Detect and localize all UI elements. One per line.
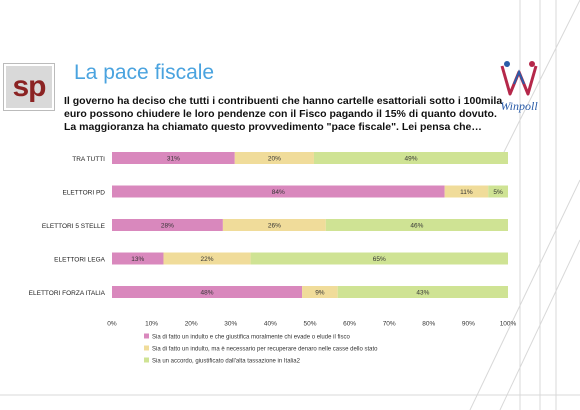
bar-segment	[112, 252, 164, 265]
category-label: ELETTORI PD	[62, 190, 105, 197]
bar-segment	[302, 286, 338, 298]
x-tick-label: 40%	[264, 321, 277, 328]
category-label: ELETTORI FORZA ITALIA	[29, 290, 106, 297]
bar-segment	[313, 152, 508, 164]
data-label: 48%	[201, 290, 214, 297]
legend-label: Sia di fatto un indulto e che giustifica…	[152, 335, 350, 341]
data-label: 65%	[373, 256, 386, 263]
data-label: 84%	[272, 189, 285, 196]
bar-segment	[112, 219, 223, 231]
sp-logo-text: sp	[12, 70, 46, 103]
data-label: 5%	[493, 189, 503, 196]
legend-swatch	[144, 357, 149, 363]
winpoll-logo-text: Winpoll	[500, 99, 538, 113]
data-label: 31%	[167, 156, 180, 163]
bar-segment	[444, 185, 489, 198]
x-tick-label: 30%	[224, 321, 237, 328]
data-label: 26%	[268, 223, 281, 230]
x-tick-label: 60%	[343, 321, 356, 328]
data-label: 43%	[416, 290, 429, 297]
legend-swatch	[144, 333, 149, 339]
data-label: 49%	[404, 156, 417, 163]
bar-segment	[163, 252, 251, 265]
x-tick-label: 90%	[462, 321, 475, 328]
x-tick-label: 50%	[303, 321, 316, 328]
x-tick-label: 80%	[422, 321, 435, 328]
bar-segment	[112, 286, 303, 298]
x-tick-label: 20%	[185, 321, 198, 328]
data-label: 20%	[268, 156, 281, 163]
bar-segment	[234, 152, 314, 164]
legend-label: Sia un accordo, giustificato dall'alta t…	[152, 359, 301, 365]
data-label: 13%	[131, 256, 144, 263]
x-tick-label: 70%	[383, 321, 396, 328]
bar-segment	[488, 185, 508, 198]
stacked-bar-chart: 31% 20% 49% 84% 11% 5% 28% 26% 46% 13% 22% 65% 48% 9%…	[29, 152, 517, 365]
bar-segment	[112, 152, 235, 164]
x-tick-label: 10%	[145, 321, 158, 328]
category-label: TRA TUTTI	[72, 156, 105, 163]
data-label: 9%	[315, 290, 325, 297]
category-label: ELETTORI LEGA	[54, 257, 105, 264]
bar-segment	[222, 219, 326, 231]
data-label: 46%	[410, 223, 423, 230]
bar-segment	[250, 252, 508, 265]
data-label: 11%	[460, 189, 473, 196]
x-tick-label: 0%	[107, 321, 117, 328]
legend-swatch	[144, 345, 149, 351]
bar-segment	[337, 286, 508, 298]
sp-logo: sp	[4, 64, 54, 110]
data-label: 22%	[201, 256, 214, 263]
page-title: La pace fiscale	[74, 61, 215, 84]
data-label: 28%	[161, 223, 174, 230]
category-label: ELETTORI 5 STELLE	[42, 223, 106, 230]
legend-label: Sia di fatto un indulto, ma è necessario…	[152, 347, 378, 353]
bar-segment	[325, 219, 508, 231]
x-tick-label: 100%	[500, 321, 517, 328]
page-subtitle: Il governo ha deciso che tutti i contrib…	[64, 95, 503, 133]
winpoll-logo: Winpoll	[500, 61, 538, 113]
bar-segment	[112, 185, 445, 198]
